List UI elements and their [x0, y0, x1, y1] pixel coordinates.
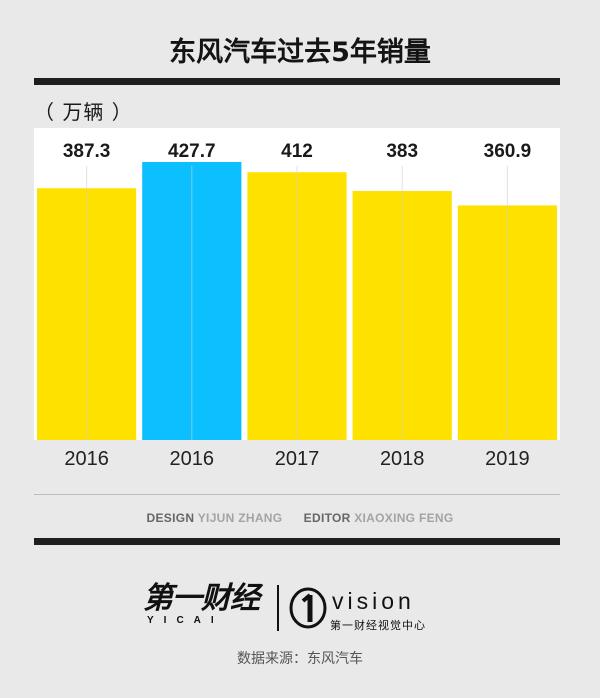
yicai-logo: 第一财经 YICAI — [143, 583, 268, 631]
vision-logo-cn: 第一财经视觉中心 — [330, 619, 426, 632]
yicai-logo-cn: 第一财经 — [143, 581, 260, 616]
value-label-1: 387.3 — [63, 141, 111, 162]
vision-logo-en: vision — [332, 588, 415, 614]
x-tick-label-5: 2019 — [485, 448, 530, 470]
x-tick-label-2: 2016 — [169, 448, 215, 470]
editor-key: EDITOR — [303, 511, 351, 525]
unit-label: （ 万辆 ） — [34, 100, 133, 124]
bottom-rule — [34, 538, 560, 545]
yicai-logo-en: YICAI — [147, 615, 224, 626]
value-label-4: 383 — [386, 141, 418, 162]
x-tick-label-1: 2016 — [64, 448, 109, 470]
top-rule — [34, 78, 560, 85]
design-name: YIJUN ZHANG — [197, 511, 283, 525]
editor-name: XIAOXING FENG — [354, 511, 454, 525]
credits-line: DESIGN YIJUN ZHANG EDITOR XIAOXING FENG — [0, 511, 600, 525]
value-label-2: 427.7 — [168, 141, 216, 162]
x-tick-label-4: 2018 — [379, 448, 425, 470]
design-key: DESIGN — [146, 511, 195, 525]
x-axis-labels: 2016 2016 2017 2018 2019 — [34, 448, 560, 478]
credits-top-rule — [34, 494, 560, 495]
x-tick-label-3: 2017 — [274, 448, 320, 470]
bar-chart: 387.3 427.7 412 383 360.9 — [34, 128, 560, 440]
logo-separator — [277, 585, 279, 631]
vision-ring-icon — [289, 587, 327, 629]
value-label-3: 412 — [281, 141, 313, 162]
chart-title: 东风汽车过去5年销量 — [169, 37, 431, 68]
data-source: 数据来源：东风汽车 — [237, 651, 363, 667]
value-label-5: 360.9 — [484, 141, 532, 162]
